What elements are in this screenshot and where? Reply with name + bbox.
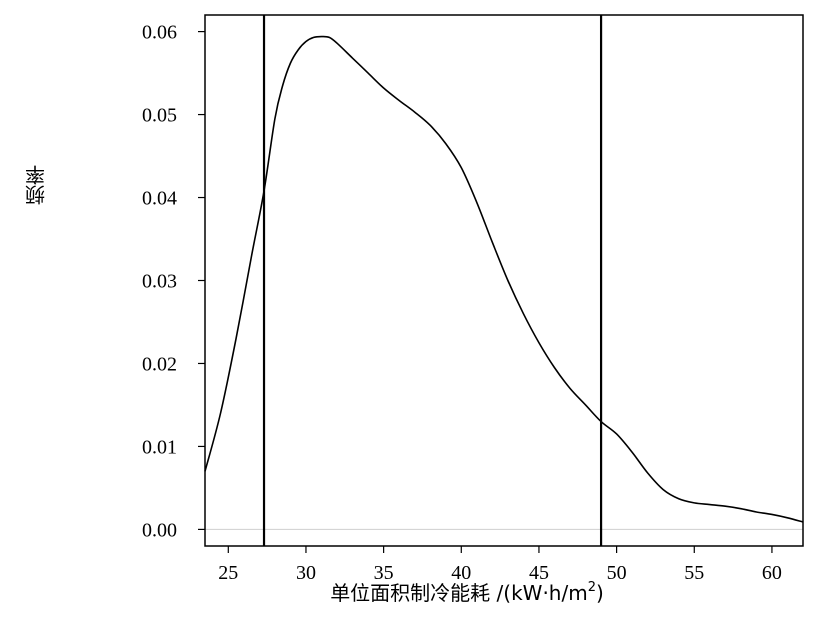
plot-frame [204, 14, 804, 547]
x-axis-ticks: 25 30 35 40 45 50 55 60 [218, 546, 782, 584]
vertical-lines-layer [262, 15, 603, 546]
x-axis-title-main: 单位面积制冷能耗 /(kW·h/m [330, 581, 588, 605]
x-tick-label: 40 [451, 562, 471, 584]
x-tick-label: 55 [684, 562, 704, 584]
y-tick-label: 0.01 [142, 436, 177, 458]
y-axis-ticks: 0.00 0.01 0.02 0.03 0.04 0.05 0.06 [142, 22, 205, 541]
y-tick-label: 0.05 [142, 105, 177, 127]
x-tick-label: 60 [762, 562, 782, 584]
x-axis-title-close: ) [596, 581, 604, 605]
x-tick-label: 50 [607, 562, 627, 584]
y-tick-label: 0.04 [142, 188, 177, 210]
x-tick-label: 25 [218, 562, 238, 584]
x-axis-title: 单位面积制冷能耗 /(kW·h/m2) [330, 580, 604, 605]
series-layer [204, 35, 804, 523]
x-axis-title-sup: 2 [588, 580, 596, 595]
density-curve [204, 35, 804, 523]
y-tick-label: 0.06 [142, 22, 177, 44]
y-tick-label: 0.02 [142, 353, 177, 375]
x-tick-label: 30 [296, 562, 316, 584]
x-tick-label: 45 [529, 562, 549, 584]
x-tick-label: 35 [374, 562, 394, 584]
y-tick-label: 0.03 [142, 271, 177, 293]
y-axis-title: 频率 [24, 165, 49, 205]
y-tick-label: 0.00 [142, 519, 177, 541]
